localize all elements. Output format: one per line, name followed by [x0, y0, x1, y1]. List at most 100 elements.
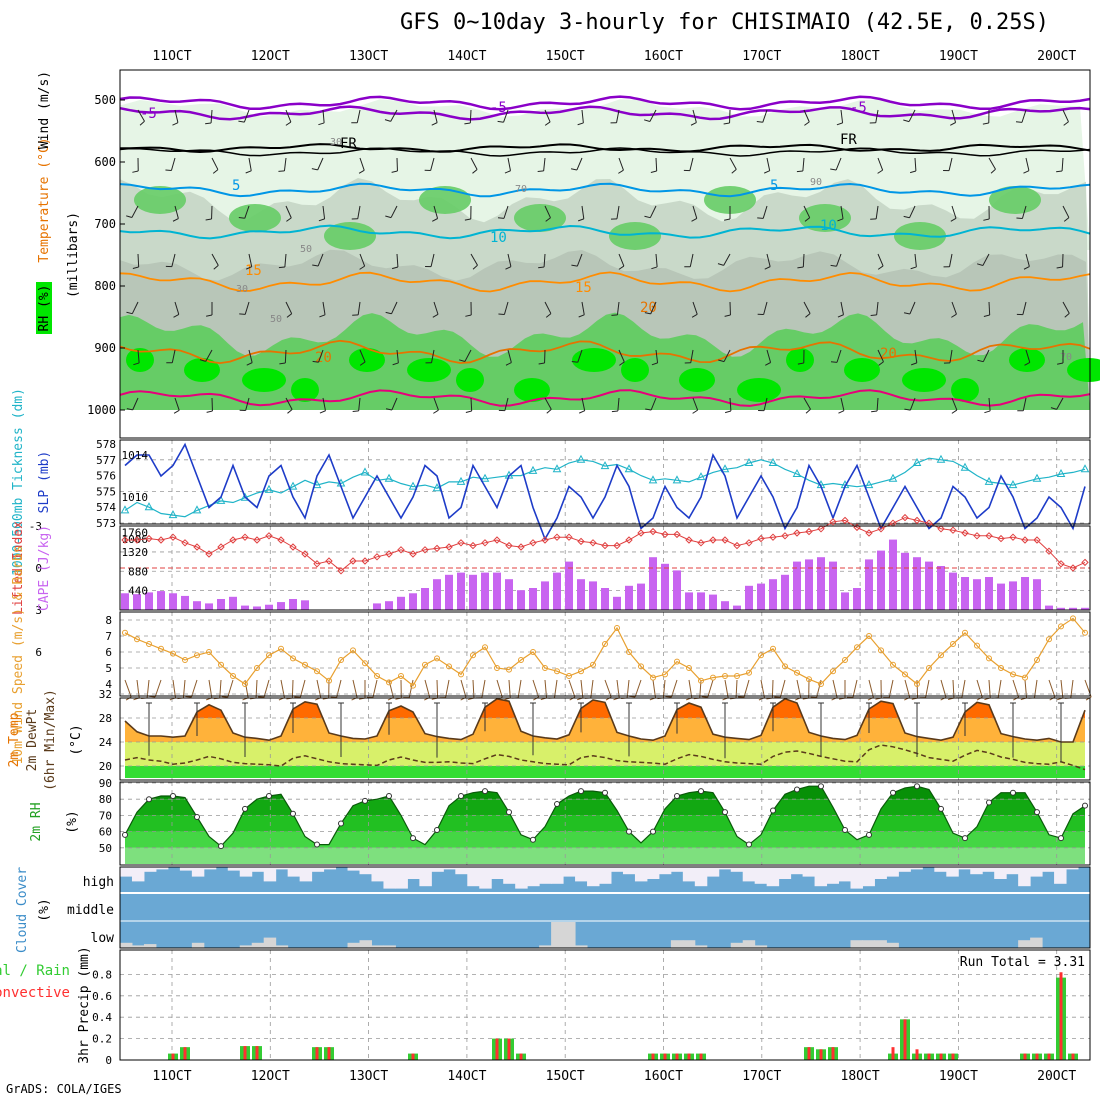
surface-wind-barb	[437, 680, 438, 698]
rh2m-marker	[891, 790, 896, 795]
surface-wind-barb	[185, 696, 191, 697]
cape-bar	[565, 562, 573, 610]
precip-convective-bar	[808, 1047, 811, 1060]
rh2m-marker	[123, 832, 128, 837]
cape-bar	[157, 591, 165, 610]
surface-wind-barb	[446, 680, 449, 698]
rh2m-marker	[867, 832, 872, 837]
rh2m-marker	[1011, 790, 1016, 795]
surface-wind-barb	[317, 680, 321, 698]
thickness-tick-label: 576	[96, 470, 116, 483]
surface-wind-barb	[797, 680, 801, 698]
high-cloud-gap	[1054, 867, 1066, 884]
high-cloud-gap	[1018, 867, 1030, 886]
surface-wind-barb	[780, 680, 785, 697]
surface-wind-barb	[147, 680, 149, 698]
wind-speed-line	[125, 618, 1085, 685]
dewpt-axis-title: 2m DewPt	[25, 709, 40, 772]
thickness-line-marker	[578, 456, 585, 463]
surface-wind-barb	[509, 680, 510, 698]
rh2m-marker	[987, 800, 992, 805]
cloud-low-label: low	[91, 931, 115, 946]
cape-bar	[589, 581, 597, 610]
precip-convective-bar	[244, 1046, 247, 1060]
slp-tick-label: 1014	[122, 449, 149, 462]
x-tick-label-top: 18OCT	[841, 49, 880, 64]
high-cloud-gap	[395, 867, 407, 889]
high-cloud-gap	[1006, 867, 1018, 874]
low-cloud-gap	[850, 940, 862, 948]
x-tick-label-bottom: 14OCT	[447, 1069, 486, 1084]
high-cloud-gap	[383, 867, 395, 889]
high-cloud-gap	[503, 867, 515, 884]
high-cloud-gap	[551, 867, 563, 884]
high-cloud-gap	[683, 867, 695, 881]
surface-wind-barb	[425, 680, 430, 697]
high-cloud-gap	[479, 867, 491, 889]
y-tick-label: 1000	[87, 403, 116, 417]
high-cloud-gap	[791, 867, 803, 874]
wind-barb	[138, 254, 139, 267]
surface-wind-barb	[941, 680, 946, 697]
high-cloud-gap	[779, 867, 791, 879]
high-cloud-gap	[611, 867, 623, 872]
high-cloud-gap	[934, 867, 946, 872]
rh-tick-label: 60	[99, 826, 112, 839]
surface-wind-barb	[1061, 680, 1063, 698]
high-cloud-gap	[563, 867, 575, 877]
surface-wind-barb	[545, 680, 547, 698]
cape-bar	[481, 573, 489, 610]
rh-blob-bright	[679, 368, 715, 392]
low-cloud-gap	[862, 940, 874, 948]
high-cloud-gap	[348, 867, 360, 871]
cape-bar	[757, 584, 765, 610]
surface-wind-barb	[671, 680, 677, 697]
cape-bar	[493, 573, 501, 610]
cape-bar	[949, 573, 957, 610]
high-cloud-gap	[264, 867, 276, 881]
high-cloud-gap	[431, 867, 443, 872]
high-cloud-gap	[743, 867, 755, 881]
cape-bar	[781, 575, 789, 610]
precip-convective-bar	[184, 1047, 187, 1060]
low-cloud-gap	[671, 940, 683, 948]
surface-wind-barb	[337, 680, 341, 697]
rh2m-marker	[411, 836, 416, 841]
surface-wind-barb	[708, 680, 713, 697]
pressure-axis-title: (millibars)	[66, 212, 81, 298]
wind-barb	[612, 411, 618, 412]
cape-bar	[769, 579, 777, 610]
wind-tick-label: 7	[105, 630, 112, 643]
low-cloud-gap	[252, 943, 264, 948]
rh2m-unit-title: (%)	[65, 810, 80, 833]
rh2m-marker	[555, 802, 560, 807]
precip-tick-label: 0.4	[92, 1011, 112, 1024]
cape-tick-label: 1760	[122, 527, 149, 540]
below-surface	[120, 410, 1090, 438]
rh2m-marker	[1035, 810, 1040, 815]
precip-convective-bar	[496, 1039, 499, 1060]
precip-convective-bar	[700, 1054, 703, 1060]
x-tick-label-bottom: 17OCT	[742, 1069, 781, 1084]
low-cloud-gap	[874, 940, 886, 948]
cloud-axis-title: Cloud Cover	[15, 867, 30, 953]
high-cloud-gap	[994, 867, 1006, 879]
x-tick-label-bottom: 15OCT	[546, 1069, 585, 1084]
cape-bar	[853, 588, 861, 610]
cape-bar	[1045, 606, 1053, 610]
high-cloud-gap	[839, 867, 851, 881]
precip-convective-bar	[892, 1047, 895, 1060]
rh2m-marker	[171, 793, 176, 798]
temp-tick-label: 28	[99, 712, 112, 725]
surface-wind-barb	[461, 680, 466, 697]
thickness-tick-label: 575	[96, 485, 116, 498]
x-tick-label-bottom: 20OCT	[1037, 1069, 1076, 1084]
cape-bar	[829, 562, 837, 610]
temp-band	[120, 742, 1090, 766]
cape-bar	[229, 597, 237, 610]
high-cloud-gap	[144, 867, 156, 872]
high-cloud-gap	[827, 867, 839, 884]
high-cloud-gap	[803, 867, 815, 877]
high-cloud-gap	[886, 867, 898, 877]
